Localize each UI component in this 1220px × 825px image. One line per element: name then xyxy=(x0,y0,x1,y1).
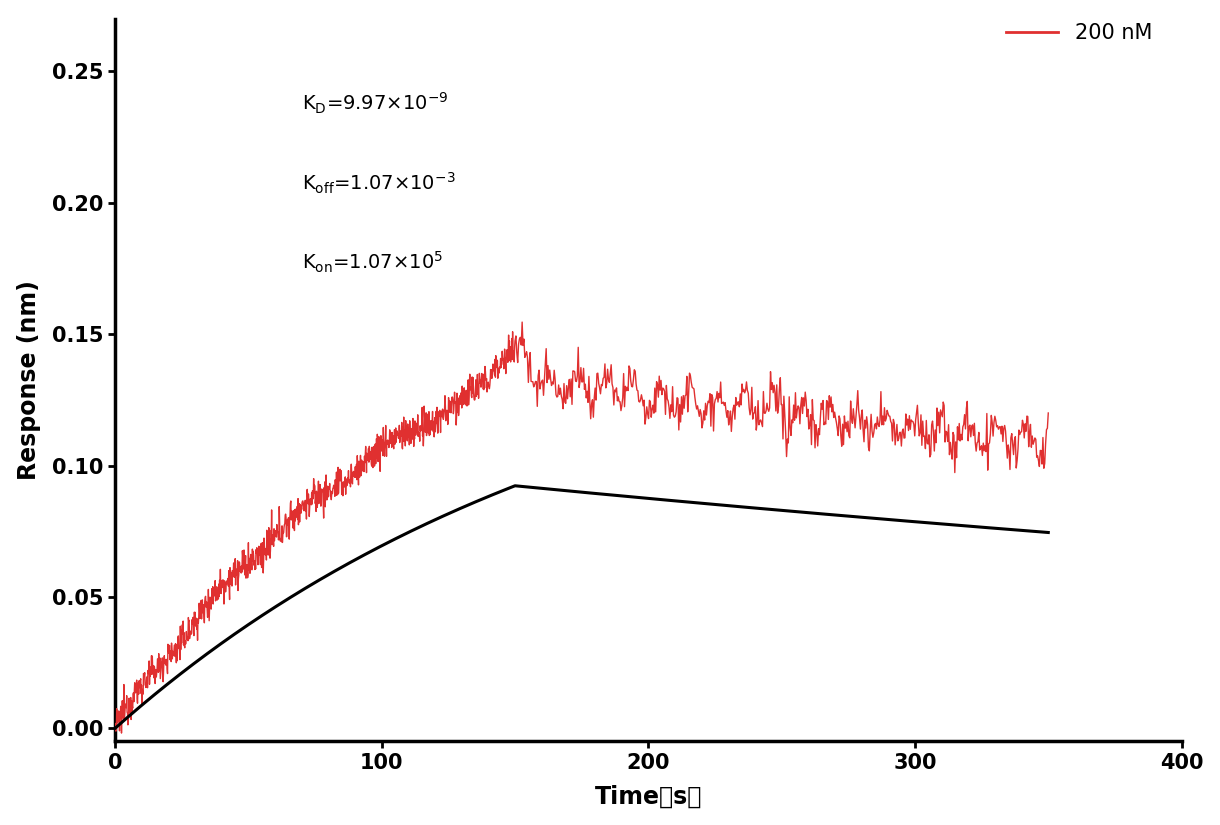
Text: $\mathregular{K_D}$=9.97×10$^{-9}$: $\mathregular{K_D}$=9.97×10$^{-9}$ xyxy=(301,92,448,116)
Text: $\mathregular{K_{on}}$=1.07×10$^{5}$: $\mathregular{K_{on}}$=1.07×10$^{5}$ xyxy=(301,250,443,276)
Y-axis label: Response (nm): Response (nm) xyxy=(17,280,40,480)
X-axis label: Time（s）: Time（s） xyxy=(594,785,702,808)
Legend: 200 nM: 200 nM xyxy=(998,15,1160,52)
Text: $\mathregular{K_{off}}$=1.07×10$^{-3}$: $\mathregular{K_{off}}$=1.07×10$^{-3}$ xyxy=(301,171,455,196)
